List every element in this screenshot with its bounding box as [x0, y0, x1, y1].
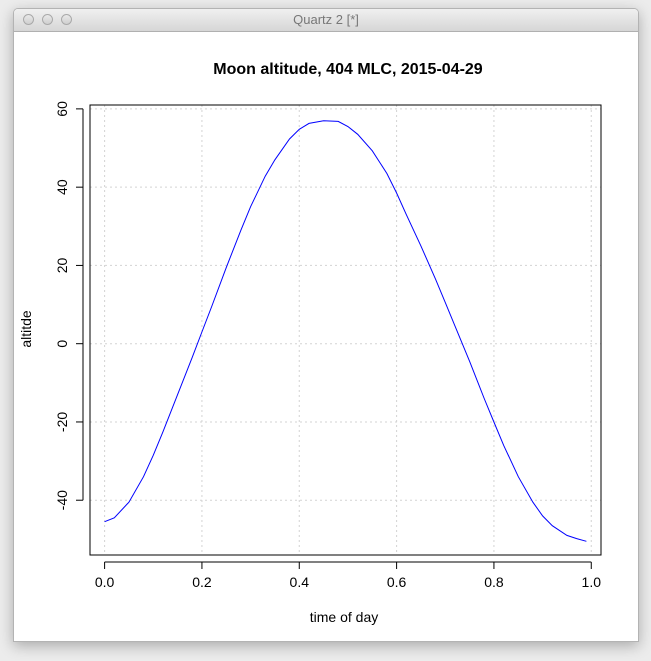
close-window-button[interactable] — [23, 14, 34, 25]
altitude-chart: Moon altitude, 404 MLC, 2015-04-29 0.0 0.… — [18, 61, 602, 625]
y-tick-label-5: 60 — [54, 101, 70, 117]
y-tick-label-1: -20 — [54, 412, 70, 432]
grid-lines — [90, 105, 601, 555]
y-tick-label-2: 0 — [54, 340, 70, 348]
y-axis-label: altitde — [18, 310, 34, 348]
plot-box — [89, 104, 602, 556]
window-title: Quartz 2 [*] — [293, 12, 359, 27]
x-tick-label-3: 0.6 — [387, 574, 407, 590]
y-tick-label-0: -40 — [54, 490, 70, 510]
x-axis-label: time of day — [310, 609, 378, 625]
plot-area: Moon altitude, 404 MLC, 2015-04-29 0.0 0.… — [14, 32, 638, 641]
x-tick-label-2: 0.4 — [290, 574, 310, 590]
plot-window: Quartz 2 [*] Moon altitude, 404 MLC, 201… — [13, 8, 639, 642]
x-tick-label-1: 0.2 — [192, 574, 212, 590]
x-tick-label-5: 1.0 — [582, 574, 602, 590]
x-tick-label-4: 0.8 — [484, 574, 504, 590]
minimize-window-button[interactable] — [42, 14, 53, 25]
y-tick-label-4: 40 — [54, 179, 70, 195]
moon-altitude-line — [104, 120, 587, 542]
chart-title: Moon altitude, 404 MLC, 2015-04-29 — [213, 61, 483, 78]
x-tick-label-0: 0.0 — [95, 574, 115, 590]
y-tick-label-3: 20 — [54, 257, 70, 273]
axis-ticks: 0.0 0.2 0.4 0.6 0.8 1.0 -40 -20 0 20 40 60 — [54, 101, 601, 590]
zoom-window-button[interactable] — [61, 14, 72, 25]
title-bar: Quartz 2 [*] — [14, 9, 638, 32]
